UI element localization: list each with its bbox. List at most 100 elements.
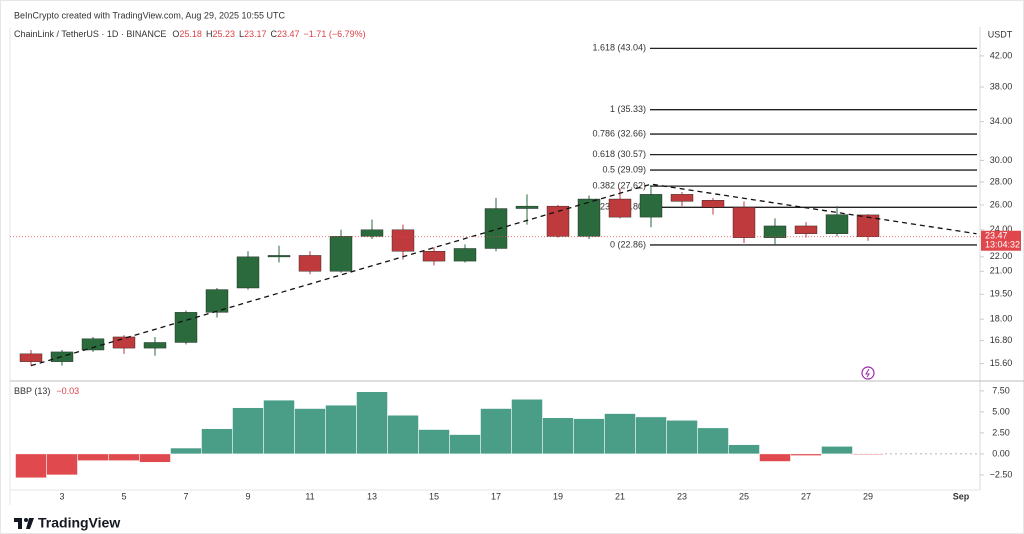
logo-part — [18, 518, 22, 529]
candle-body — [50, 351, 74, 362]
candle-body — [546, 205, 570, 237]
fib-label: 0.786 (32.66) — [592, 128, 646, 138]
y-tick-label: 42.00 — [990, 50, 1013, 60]
candle-body — [825, 214, 849, 234]
y-tick-label: 24.00 — [990, 224, 1013, 234]
candle-body — [515, 205, 539, 209]
x-tick-label: Sep — [953, 491, 970, 501]
event-icon-bolt — [865, 368, 870, 378]
footer-logo-text: TradingView — [38, 515, 120, 531]
histogram-bar — [790, 453, 822, 456]
histogram-bar — [604, 413, 636, 455]
y-tick-label: 0.00 — [992, 448, 1010, 458]
event-icon[interactable] — [861, 366, 875, 380]
fib-label: 0.382 (27.62) — [592, 181, 646, 191]
candle-body — [608, 198, 632, 218]
candle-body — [391, 229, 415, 252]
y-tick-label: 7.50 — [992, 385, 1010, 395]
candle-body — [484, 208, 508, 249]
x-tick-label: 9 — [245, 491, 250, 501]
logo-part — [26, 518, 34, 529]
histogram-bar — [821, 446, 853, 455]
candle-body — [329, 236, 353, 272]
price-tag — [981, 230, 1021, 251]
candle-body — [422, 251, 446, 262]
ohlc-letter: L — [239, 29, 244, 39]
histogram-bar — [201, 428, 233, 455]
x-tick-label: 13 — [367, 491, 377, 501]
histogram-bar — [480, 408, 512, 455]
y-tick-label: 34.00 — [990, 116, 1013, 126]
x-tick-label: 15 — [429, 491, 439, 501]
ohlc-value: 23.47 — [277, 29, 300, 39]
y-tick-label: 5.00 — [992, 406, 1010, 416]
candle-body — [670, 194, 694, 202]
candle-body — [174, 312, 198, 343]
ohlc-letter: H — [206, 29, 213, 39]
ohlc-letter: C — [271, 29, 278, 39]
candle-body — [577, 198, 601, 237]
histogram-bar — [852, 453, 884, 455]
x-tick-label: 25 — [739, 491, 749, 501]
y-tick-label: 2.50 — [992, 427, 1010, 437]
credit: BeInCrypto created with TradingView.com,… — [14, 10, 285, 20]
y-tick-label: 22.00 — [990, 251, 1013, 261]
change: −1.71 (−6.79%) — [304, 29, 366, 39]
fib-label: 0.618 (30.57) — [592, 149, 646, 159]
histogram-bar — [15, 453, 47, 479]
histogram-bar — [387, 415, 419, 455]
x-tick-label: 11 — [305, 491, 314, 501]
histogram-bar — [759, 453, 791, 462]
y-tick-label: −2.50 — [990, 469, 1013, 479]
candle-body — [453, 248, 477, 262]
y-tick-label: 19.50 — [990, 289, 1013, 299]
candle-body — [360, 229, 384, 237]
histogram-bar — [573, 418, 605, 455]
histogram-bar — [666, 420, 698, 455]
fib-label: 1 (35.33) — [610, 104, 646, 114]
candle-body — [639, 194, 663, 218]
x-tick-label: 17 — [491, 491, 501, 501]
candle-body — [701, 199, 725, 208]
histogram-bar — [635, 416, 667, 455]
y-tick-label: 15.60 — [990, 358, 1013, 368]
fib-label: 0 (22.86) — [610, 239, 646, 249]
candle-body — [143, 342, 167, 349]
histogram-bar — [170, 447, 202, 455]
x-tick-label: 21 — [615, 491, 625, 501]
currency: USDT — [988, 29, 1013, 39]
x-tick-label: 23 — [677, 491, 687, 501]
indicator-name: BBP (13) — [14, 386, 50, 396]
x-tick-label: 19 — [553, 491, 563, 501]
symbol: ChainLink / TetherUS · 1D · BINANCE — [14, 29, 166, 39]
indicator-value: −0.03 — [56, 386, 79, 396]
logo-part — [24, 518, 28, 522]
histogram-bar — [542, 417, 574, 455]
y-tick-label: 16.80 — [990, 335, 1013, 345]
x-tick-label: 3 — [59, 491, 64, 501]
y-tick-label: 30.00 — [990, 155, 1013, 165]
histogram-bar — [356, 391, 388, 455]
y-tick-label: 21.00 — [990, 266, 1013, 276]
histogram-bar — [697, 427, 729, 455]
candle-body — [236, 256, 260, 289]
price-tag-value: 23.47 — [985, 231, 1008, 241]
legend: ChainLink / TetherUS · 1D · BINANCE O25.1… — [14, 29, 366, 39]
histogram-bar — [418, 429, 450, 455]
ohlc-value: 23.17 — [244, 29, 267, 39]
price-tag-countdown: 13:04:32 — [985, 240, 1020, 250]
ohlc-value: 25.18 — [179, 29, 202, 39]
candle-body — [81, 338, 105, 351]
y-tick-label: 28.00 — [990, 176, 1013, 186]
histogram-bar — [728, 444, 760, 455]
ohlc-letter: O — [172, 29, 179, 39]
candle-body — [763, 225, 787, 238]
candle-body — [732, 207, 756, 238]
histogram-bar — [108, 453, 140, 461]
fib-label: 1.618 (43.04) — [592, 43, 646, 53]
x-tick-label: 27 — [801, 491, 811, 501]
histogram-bar — [46, 453, 78, 476]
histogram-bar — [325, 404, 357, 455]
